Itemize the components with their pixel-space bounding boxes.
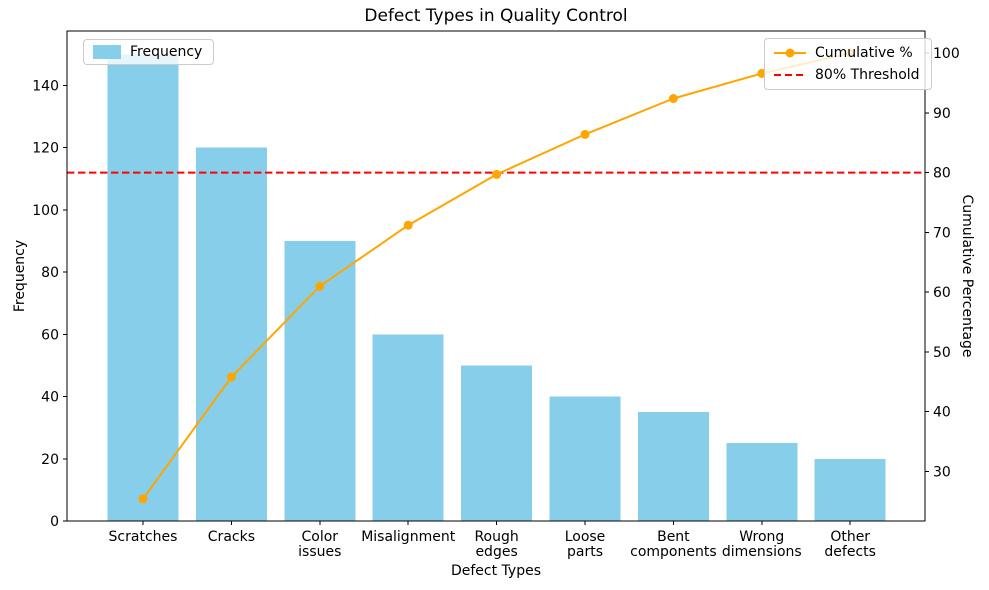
cumulative-point-2 [315,281,325,291]
y-axis-label-right: Cumulative Percentage [959,194,975,358]
legend-row-threshold: 80% Threshold [774,67,920,83]
bar-4 [461,365,533,521]
y-tick-label-right: 50 [933,345,951,361]
x-tick-label-8: Other defects [824,529,876,560]
legend-frequency-label: Frequency [130,44,203,60]
x-axis-label: Defect Types [450,563,542,579]
x-tick-label-3: Misalignment [361,529,456,545]
y-axis-label-left: Frequency [12,239,28,313]
bar-1 [195,147,267,521]
bar-6 [637,412,709,521]
legend-frequency: Frequency [83,39,215,65]
legend-cumulative-label: Cumulative % [815,45,913,61]
cumulative-point-3 [403,220,413,230]
x-tick-label-5: Loose parts [565,529,606,560]
y-tick-label-right: 60 [933,285,951,301]
bar-7 [726,443,798,521]
cumulative-line-sample-icon [774,48,806,58]
y-tick-label-right: 70 [933,225,951,241]
bar-0 [107,54,179,522]
cumulative-point-6 [668,94,678,103]
y-tick-label-left: 40 [41,390,59,406]
bar-8 [814,458,886,521]
y-tick-label-left: 100 [32,203,59,219]
x-tick-label-2: Color issues [298,529,341,560]
legend-threshold-label: 80% Threshold [815,67,920,83]
x-tick-label-1: Cracks [208,529,255,545]
bar-3 [372,334,444,521]
cumulative-point-0 [138,494,148,504]
cumulative-point-5 [580,129,590,139]
legend-cumulative: Cumulative % 80% Threshold [764,38,932,90]
y-tick-label-left: 140 [32,78,59,94]
y-tick-label-right: 90 [933,106,951,122]
y-tick-label-left: 60 [41,327,59,343]
x-tick-label-6: Bent components [630,529,717,560]
threshold-line-sample-icon [774,74,806,76]
cumulative-marker-icon [785,48,795,58]
x-tick-label-4: Rough edges [474,529,518,560]
frequency-swatch-icon [93,45,121,59]
y-tick-label-left: 120 [32,141,59,157]
y-tick-label-left: 0 [50,514,59,530]
y-tick-label-left: 20 [41,452,59,468]
x-tick-label-7: Wrong dimensions [722,529,802,560]
legend-row-cumulative: Cumulative % [774,45,920,61]
chart-title: Defect Types in Quality Control [364,6,628,26]
y-tick-label-right: 40 [933,405,951,421]
cumulative-point-1 [226,372,236,382]
y-tick-label-right: 80 [933,166,951,182]
plot-border [66,30,926,522]
bar-5 [549,396,621,521]
y-tick-label-right: 100 [933,46,960,62]
y-tick-label-left: 80 [41,265,59,281]
x-tick-label-0: Scratches [109,529,178,545]
cumulative-point-4 [492,169,502,179]
y-tick-label-right: 30 [933,464,951,480]
